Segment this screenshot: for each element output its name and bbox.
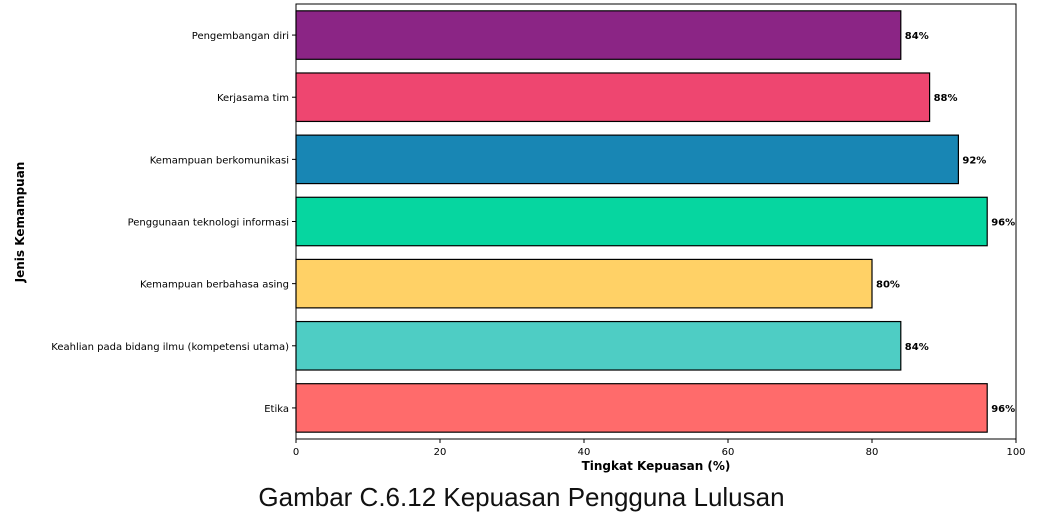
category-label-0: Pengembangan diri — [192, 31, 289, 42]
value-label-6: 96% — [991, 404, 1015, 415]
bar-3 — [295, 196, 988, 247]
category-labels-group: Pengembangan diri Kerjasama tim Kemampuan … — [51, 31, 296, 415]
value-label-5: 84% — [905, 342, 929, 353]
value-label-1: 88% — [934, 93, 958, 104]
bar-2 — [295, 134, 960, 185]
bar-4 — [295, 258, 873, 309]
bar-0 — [295, 10, 902, 60]
x-tick-label-5: 100 — [1006, 447, 1025, 458]
value-label-4: 80% — [876, 280, 900, 291]
category-label-4: Kemampuan berbahasa asing — [140, 280, 289, 291]
chart-svg: Pengembangan diri Kerjasama tim Kemampuan … — [13, 3, 1026, 473]
x-tick-label-4: 80 — [866, 447, 879, 458]
y-axis-label: Jenis Kemampuan — [13, 162, 27, 284]
value-label-0: 84% — [905, 31, 929, 42]
bar-1 — [295, 72, 931, 123]
category-label-3: Penggunaan teknologi informasi — [128, 218, 289, 229]
x-tick-label-3: 60 — [722, 447, 735, 458]
value-label-2: 92% — [962, 155, 986, 166]
value-label-3: 96% — [991, 218, 1015, 229]
x-tick-label-0: 0 — [293, 447, 299, 458]
x-ticks-group: 0 20 40 60 80 100 — [293, 439, 1026, 458]
bar-5 — [295, 320, 902, 371]
category-label-5: Keahlian pada bidang ilmu (kompetensi ut… — [51, 342, 289, 353]
x-tick-label-1: 20 — [434, 447, 447, 458]
x-tick-label-2: 40 — [578, 447, 591, 458]
category-label-6: Etika — [264, 404, 289, 415]
value-labels-group: 84% 88% 92% 96% 80% 84% 96% — [876, 31, 1015, 415]
category-label-1: Kerjasama tim — [217, 93, 289, 104]
bar-6 — [295, 383, 988, 433]
figure-caption: Gambar C.6.12 Kepuasan Pengguna Lulusan — [258, 482, 785, 512]
category-label-2: Kemampuan berkomunikasi — [150, 155, 289, 166]
bars-group — [295, 10, 988, 433]
x-axis-label: Tingkat Kepuasan (%) — [582, 459, 731, 473]
